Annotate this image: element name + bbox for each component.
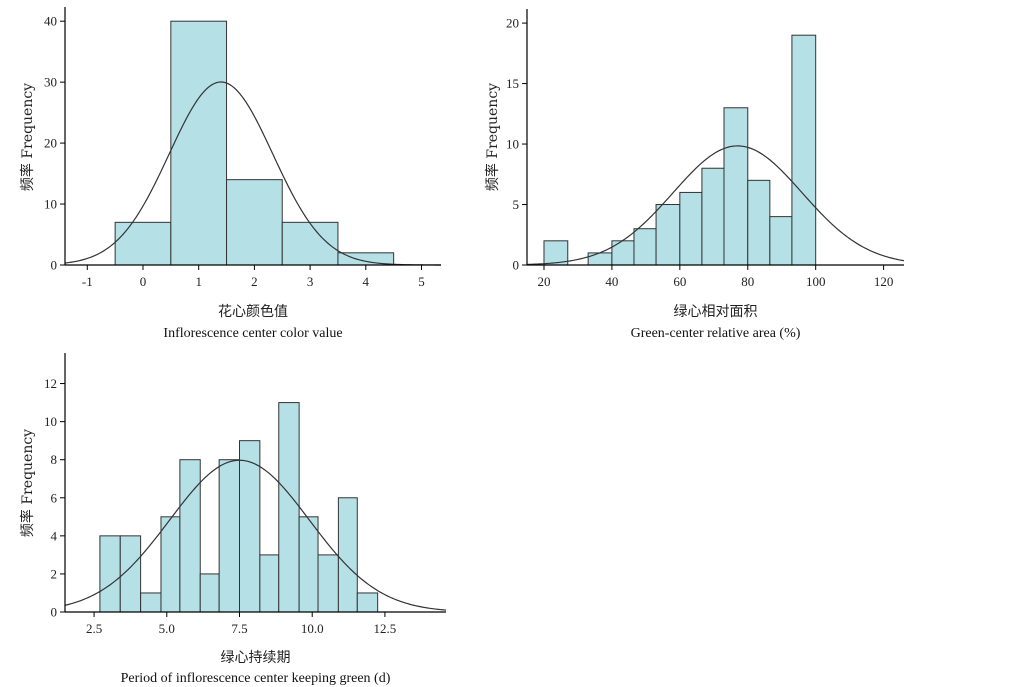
x-tick-label: 1 [195, 274, 202, 289]
y-tick-label: 0 [513, 258, 520, 273]
y-tick-label: 0 [51, 605, 58, 620]
y-tick-label: 40 [44, 14, 57, 29]
y-tick-label: 4 [51, 528, 58, 543]
axes [64, 7, 441, 266]
histogram-bar [587, 252, 613, 266]
x-axis-label-chinese: 绿心持续期 [221, 649, 291, 666]
histogram-bar [278, 402, 300, 613]
x-tick-label: 2.5 [86, 621, 102, 636]
histogram-bar [298, 516, 319, 613]
y-tick-label: 0 [51, 258, 58, 273]
x-axis-label-chinese: 花心颜色值 [218, 303, 288, 320]
ticks: 0 10 20 30 40 -1 0 1 2 3 4 5 [44, 14, 425, 289]
histogram-bar [723, 107, 749, 266]
histogram-bar [679, 191, 703, 266]
histogram-bar [747, 179, 771, 266]
histogram-bar [356, 592, 379, 613]
histogram-color-value: 0 10 20 30 40 -1 0 1 2 3 4 5 频率 Frequency 花心颜色值 Inf… [19, 7, 442, 341]
y-tick-label: 20 [506, 16, 519, 31]
histogram-bar [199, 573, 220, 613]
axes [526, 9, 904, 266]
y-tick-label: 20 [44, 136, 57, 151]
histogram-bar [99, 535, 121, 613]
y-tick-label: 15 [506, 76, 519, 91]
histogram-bar [611, 240, 635, 266]
bars [114, 20, 395, 266]
x-tick-label: 20 [537, 274, 550, 289]
x-axis-label-english: Green-center relative area (%) [631, 326, 801, 341]
histogram-green-center-area: 0 5 10 15 20 20 40 60 80 100 120 频率 Frequency 绿心相对… [484, 9, 905, 341]
x-tick-label: 5 [418, 274, 425, 289]
x-tick-label: 7.5 [231, 621, 247, 636]
axes [64, 353, 446, 613]
x-tick-label: 3 [307, 274, 314, 289]
histogram-bar [170, 20, 228, 266]
y-tick-label: 12 [44, 376, 57, 391]
x-tick-label: 12.5 [374, 621, 397, 636]
histogram-bar [160, 516, 181, 613]
histogram-bar [633, 228, 657, 266]
x-tick-label: 0 [140, 274, 147, 289]
x-tick-label: 4 [363, 274, 370, 289]
y-tick-label: 8 [51, 452, 58, 467]
x-axis-label-chinese: 绿心相对面积 [674, 304, 758, 320]
bars [99, 402, 379, 613]
histogram-bar [655, 204, 681, 266]
x-tick-label: 2 [251, 274, 258, 289]
y-tick-label: 6 [51, 490, 58, 505]
histogram-bar [337, 497, 358, 613]
histogram-bar [114, 221, 172, 266]
x-tick-label: 40 [605, 274, 618, 289]
y-tick-label: 5 [513, 197, 520, 212]
histogram-bar [259, 554, 280, 613]
x-tick-label: -1 [82, 274, 93, 289]
x-tick-label: 10.0 [301, 621, 324, 636]
histogram-bar [218, 459, 241, 613]
x-tick-label: 100 [806, 274, 826, 289]
normal-curve [526, 145, 905, 266]
bars [543, 34, 817, 266]
histogram-bar [239, 440, 261, 613]
x-axis-label-english: Period of inflorescence center keeping g… [121, 671, 391, 686]
y-tick-label: 10 [44, 197, 57, 212]
x-tick-label: 120 [874, 274, 894, 289]
y-tick-label: 30 [44, 75, 57, 90]
histogram-bar [179, 459, 201, 613]
x-tick-label: 60 [673, 274, 686, 289]
x-tick-label: 5.0 [159, 621, 175, 636]
ticks: 0 5 10 15 20 20 40 60 80 100 120 [506, 16, 893, 289]
x-tick-label: 80 [741, 274, 754, 289]
histogram-bar [701, 167, 725, 266]
y-tick-label: 10 [506, 137, 519, 152]
histogram-bar [226, 179, 283, 266]
normal-curve [64, 459, 447, 611]
ticks: 0 2 4 6 8 10 12 2.5 5.0 7.5 10.0 12.5 [44, 376, 396, 636]
histogram-bar [791, 34, 817, 266]
y-tick-label: 10 [44, 414, 57, 429]
y-tick-label: 2 [51, 566, 58, 581]
y-axis-label: 频率 Frequency [19, 429, 36, 537]
y-axis-label: 频率 Frequency [19, 83, 36, 191]
normal-curve [64, 81, 442, 266]
histogram-bar [140, 592, 162, 613]
histogram-bar [281, 221, 339, 266]
histogram-bar [769, 216, 793, 266]
y-axis-label: 频率 Frequency [484, 83, 501, 191]
histogram-bar [317, 554, 339, 613]
x-axis-label-english: Inflorescence center color value [163, 326, 342, 341]
